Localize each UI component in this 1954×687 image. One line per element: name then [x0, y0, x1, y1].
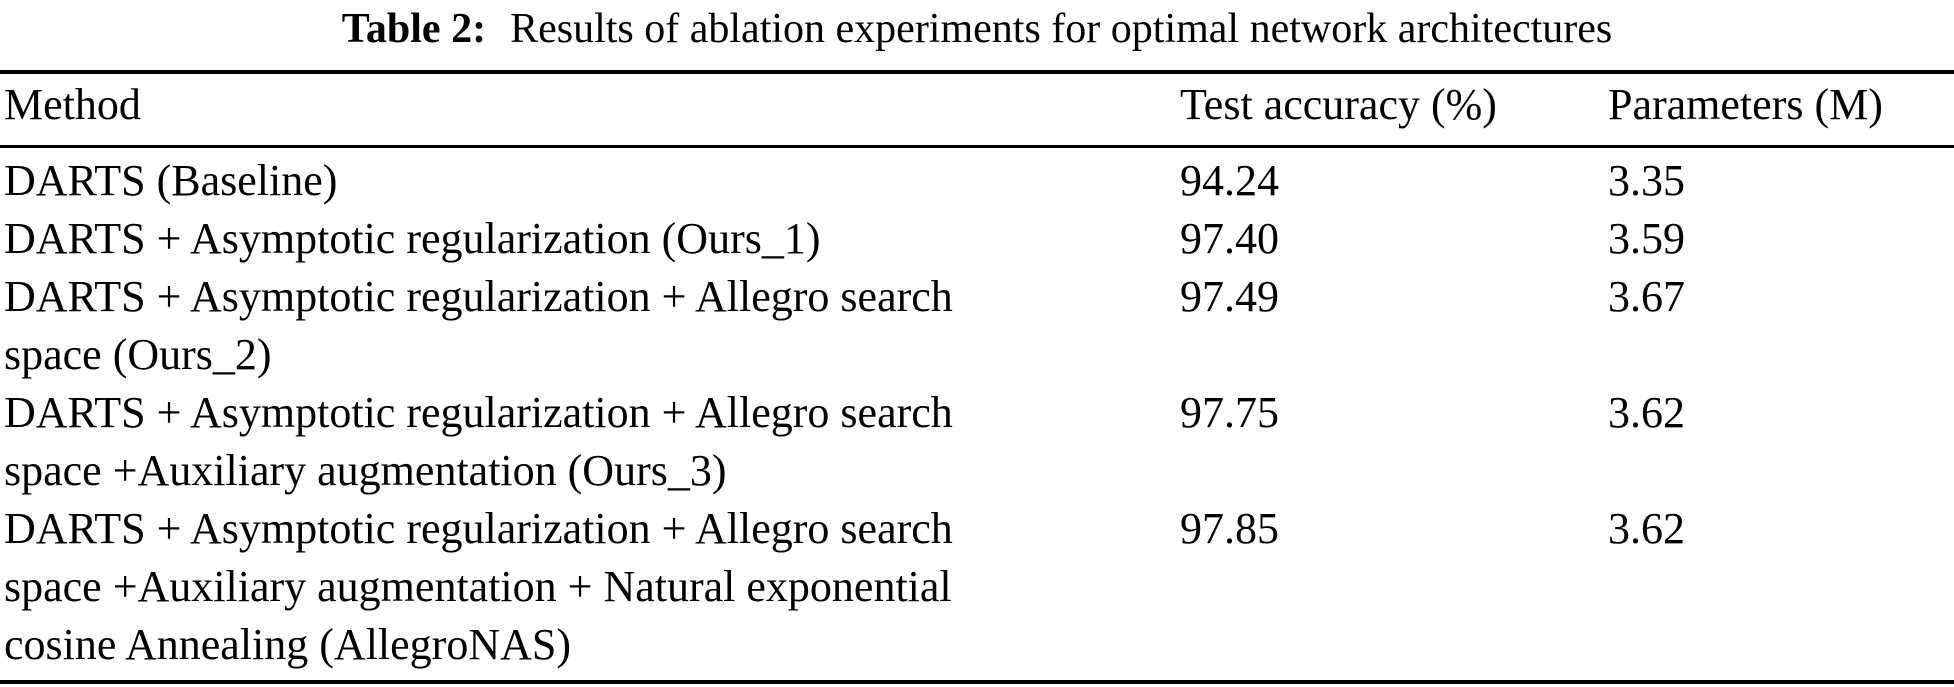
- results-table: Method Test accuracy (%) Parameters (M) …: [0, 70, 1954, 684]
- method-cell: DARTS + Asymptotic regularization + Alle…: [0, 384, 1180, 500]
- table-row: DARTS + Asymptotic regularization (Ours_…: [0, 210, 1954, 268]
- method-line: cosine Annealing (AllegroNAS): [4, 620, 571, 669]
- column-header-test-accuracy: Test accuracy (%): [1180, 80, 1497, 129]
- table-row: DARTS (Baseline) 94.24 3.35: [0, 152, 1954, 210]
- test-accuracy-cell: 97.85: [1180, 504, 1279, 553]
- test-accuracy-cell: 94.24: [1180, 156, 1279, 205]
- method-line: DARTS + Asymptotic regularization + Alle…: [4, 388, 953, 437]
- column-header-parameters: Parameters (M): [1608, 80, 1883, 129]
- test-accuracy-cell: 97.40: [1180, 214, 1279, 263]
- table-row: DARTS + Asymptotic regularization + Alle…: [0, 384, 1954, 500]
- table-row: DARTS + Asymptotic regularization + Alle…: [0, 268, 1954, 384]
- method-line: DARTS + Asymptotic regularization + Alle…: [4, 272, 953, 321]
- table-caption-label: Table 2:: [341, 6, 487, 52]
- method-line: DARTS (Baseline): [4, 156, 338, 205]
- parameters-cell: 3.59: [1608, 214, 1685, 263]
- table-header-row: Method Test accuracy (%) Parameters (M): [0, 74, 1954, 148]
- method-cell: DARTS (Baseline): [0, 152, 1180, 210]
- method-line: space +Auxiliary augmentation (Ours_3): [4, 446, 727, 495]
- parameters-cell: 3.67: [1608, 272, 1685, 321]
- table-row: DARTS + Asymptotic regularization + Alle…: [0, 500, 1954, 674]
- table-body: DARTS (Baseline) 94.24 3.35 DARTS + Asym…: [0, 148, 1954, 680]
- method-line: DARTS + Asymptotic regularization + Alle…: [4, 504, 953, 553]
- parameters-cell: 3.62: [1608, 504, 1685, 553]
- test-accuracy-cell: 97.75: [1180, 388, 1279, 437]
- method-line: space +Auxiliary augmentation + Natural …: [4, 562, 952, 611]
- parameters-cell: 3.35: [1608, 156, 1685, 205]
- method-cell: DARTS + Asymptotic regularization + Alle…: [0, 268, 1180, 384]
- column-header-method: Method: [4, 80, 141, 129]
- parameters-cell: 3.62: [1608, 388, 1685, 437]
- test-accuracy-cell: 97.49: [1180, 272, 1279, 321]
- method-line: space (Ours_2): [4, 330, 272, 379]
- table-caption: Table 2: Results of ablation experiments …: [0, 0, 1954, 54]
- method-cell: DARTS + Asymptotic regularization + Alle…: [0, 500, 1180, 674]
- method-cell: DARTS + Asymptotic regularization (Ours_…: [0, 210, 1180, 268]
- method-line: DARTS + Asymptotic regularization (Ours_…: [4, 214, 821, 263]
- table-caption-text: Results of ablation experiments for opti…: [510, 6, 1613, 52]
